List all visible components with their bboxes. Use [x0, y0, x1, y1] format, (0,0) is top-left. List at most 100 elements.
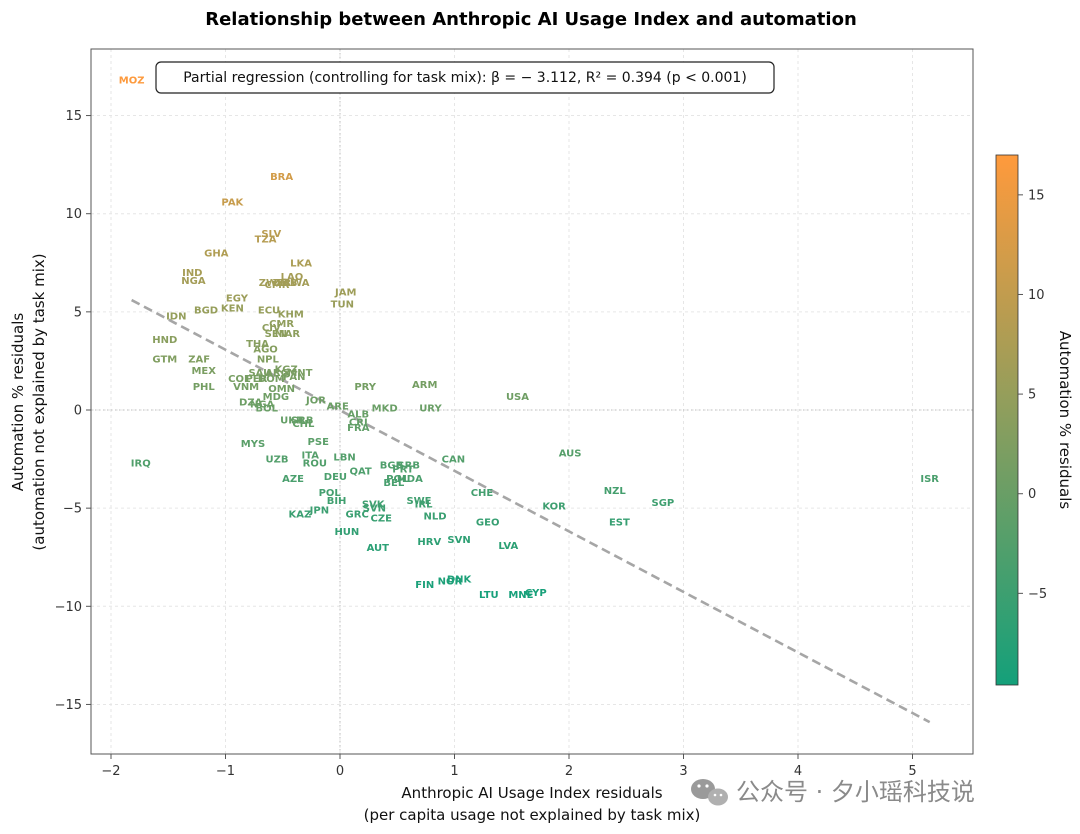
x-tick-label: 3 — [679, 764, 687, 779]
point-label-hrv: HRV — [417, 537, 441, 548]
colorbar-tick-label: 15 — [1028, 188, 1045, 203]
point-label-sau: SAU — [248, 368, 271, 379]
point-label-zaf: ZAF — [188, 354, 210, 365]
point-label-mne: MNE — [508, 590, 533, 601]
point-label-kaz: KAZ — [289, 510, 312, 521]
point-label-swe: SWE — [406, 496, 431, 507]
point-label-fra: FRA — [347, 423, 370, 434]
point-label-nor: NOR — [438, 576, 463, 587]
point-label-irq: IRQ — [131, 459, 151, 470]
point-label-bgr: BGR — [380, 460, 404, 471]
point-label-ago: AGO — [253, 345, 277, 356]
y-tick-label: −5 — [63, 502, 82, 517]
y-axis-sublabel: (automation not explained by task mix) — [30, 253, 48, 550]
point-label-per: PER — [245, 374, 267, 385]
point-label-ukr: UKR — [280, 415, 304, 426]
point-label-ita: ITA — [301, 451, 319, 462]
point-label-aus: AUS — [559, 449, 582, 460]
point-label-cyp: CYP — [525, 588, 547, 599]
point-label-aze: AZE — [282, 474, 304, 485]
point-label-hun: HUN — [334, 527, 359, 538]
point-label-pan: PAN — [283, 372, 306, 383]
y-axis-ticks: −15 −10 −5 0 5 10 15 — [55, 109, 91, 713]
point-label-ecu: ECU — [258, 305, 280, 316]
point-label-ind: IND — [182, 268, 202, 279]
point-label-ury: URY — [419, 404, 442, 415]
point-label-dnk: DNK — [447, 574, 473, 585]
point-label-srb: SRB — [397, 460, 420, 471]
zero-reference-lines — [91, 49, 973, 754]
point-label-qat: QAT — [349, 466, 371, 477]
colorbar-gradient — [995, 154, 1019, 686]
point-label-pse: PSE — [308, 437, 330, 448]
point-label-alb: ALB — [347, 409, 369, 420]
point-label-cri: CRI — [349, 417, 368, 428]
point-label-rou: ROU — [303, 459, 327, 470]
point-label-irl: IRL — [415, 500, 433, 511]
regression-annotation: Partial regression (controlling for task… — [183, 70, 747, 86]
point-label-ltu: LTU — [479, 590, 499, 601]
point-label-svn: SVN — [447, 535, 470, 546]
point-label-bel: BEL — [383, 478, 404, 489]
point-label-mda: MDA — [397, 474, 423, 485]
point-label-mnt: MNT — [287, 368, 312, 379]
annotation-box: Partial regression (controlling for task… — [155, 61, 775, 94]
regression-line-group — [131, 298, 931, 724]
colorbar-ticks: −5 0 5 10 15 — [1018, 188, 1047, 602]
point-label-arg: ARG — [265, 368, 289, 379]
point-label-mar: MAR — [275, 329, 301, 340]
point-label-che: CHE — [471, 488, 494, 499]
colorbar-tick-label: −5 — [1028, 587, 1047, 602]
y-tick-label: 0 — [74, 404, 82, 419]
point-label-geo: GEO — [476, 517, 500, 528]
wechat-icon — [691, 779, 728, 806]
y-tick-label: 5 — [74, 305, 82, 320]
point-label-mys: MYS — [241, 439, 265, 450]
point-label-cze: CZE — [371, 513, 393, 524]
point-label-civ: CIV — [262, 323, 281, 334]
point-label-lao: LAO — [281, 272, 304, 283]
x-axis-ticks: −2 −1 0 1 2 3 4 5 — [101, 754, 917, 779]
point-label-jam: JAM — [334, 288, 356, 299]
point-label-phl: PHL — [193, 382, 216, 393]
point-label-mdg: MDG — [263, 392, 289, 403]
point-label-tza: TZA — [255, 235, 277, 246]
point-label-nga: NGA — [250, 400, 275, 411]
point-label-col: COL — [228, 374, 251, 385]
point-label-pol: POL — [319, 488, 342, 499]
y-tick-label: 10 — [65, 207, 82, 222]
point-label-isr: ISR — [920, 474, 939, 485]
point-label-srb: SRB — [291, 415, 314, 426]
point-label-sgp: SGP — [652, 498, 675, 509]
colorbar-tick-label: 5 — [1028, 388, 1036, 403]
point-label-mkd: MKD — [372, 404, 398, 415]
point-label-pak: PAK — [221, 197, 244, 208]
point-label-deu: DEU — [324, 472, 347, 483]
point-label-ken: KEN — [221, 303, 244, 314]
point-label-tun: TUN — [331, 299, 354, 310]
point-label-zwe: ZWE — [259, 278, 284, 289]
point-label-bra: BRA — [270, 172, 293, 183]
point-label-arm: ARM — [412, 380, 437, 391]
point-label-dom: DOM — [258, 374, 285, 385]
point-label-are: ARE — [327, 402, 349, 413]
point-label-bih: BIH — [327, 496, 347, 507]
y-tick-label: −10 — [55, 600, 82, 615]
point-label-est: EST — [609, 517, 630, 528]
point-label-lva: LVA — [498, 541, 518, 552]
point-label-idn: IDN — [166, 311, 186, 322]
point-label-aut: AUT — [367, 543, 390, 554]
y-tick-label: 15 — [65, 109, 82, 124]
x-tick-label: 4 — [794, 764, 802, 779]
regression-line — [131, 298, 931, 724]
point-label-bol: BOL — [255, 404, 278, 415]
watermark: 公众号 · 夕小瑶科技说 — [691, 778, 975, 806]
point-label-nzl: NZL — [604, 486, 627, 497]
colorbar: −5 0 5 10 15 Automation % residuals — [995, 154, 1074, 686]
watermark-text: 公众号 · 夕小瑶科技说 — [736, 778, 975, 806]
x-tick-label: 1 — [450, 764, 458, 779]
point-label-uzb: UZB — [266, 455, 289, 466]
x-tick-label: 0 — [336, 764, 344, 779]
